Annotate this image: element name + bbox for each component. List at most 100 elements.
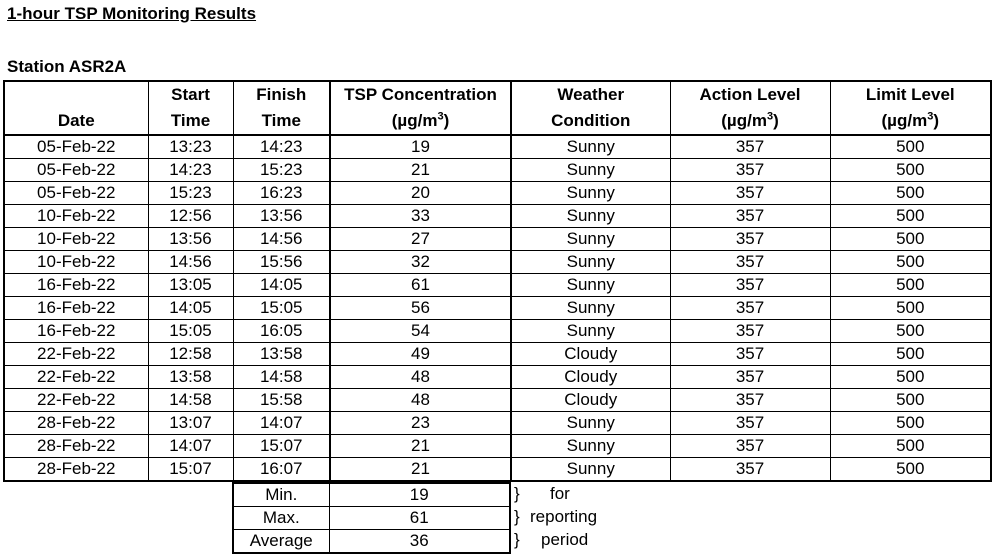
start-time-cell: 13:56 <box>147 227 234 251</box>
limit-level-cell: 500 <box>829 388 992 412</box>
tsp-cell: 19 <box>329 134 512 159</box>
action-level-cell: 357 <box>669 273 831 297</box>
table-header-row: Date Start Time Finish Time TSP Concentrat… <box>3 80 992 136</box>
tsp-cell: 23 <box>329 411 512 435</box>
header-weather-condition: Weather Condition <box>510 80 671 136</box>
date-cell: 05-Feb-22 <box>3 134 149 159</box>
table-row: 05-Feb-22 14:23 15:23 21 Sunny 357 500 <box>3 158 992 182</box>
action-level-cell: 357 <box>669 250 831 274</box>
date-cell: 10-Feb-22 <box>3 227 149 251</box>
table-row: 22-Feb-22 12:58 13:58 49 Cloudy 357 500 <box>3 342 992 366</box>
weather-cell: Sunny <box>510 227 671 251</box>
finish-time-cell: 13:58 <box>232 342 331 366</box>
date-cell: 10-Feb-22 <box>3 250 149 274</box>
weather-cell: Sunny <box>510 204 671 228</box>
date-cell: 16-Feb-22 <box>3 273 149 297</box>
action-level-cell: 357 <box>669 434 831 458</box>
header-tsp-concentration: TSP Concentration (µg/m3) <box>329 80 512 136</box>
weather-cell: Sunny <box>510 250 671 274</box>
summary-value: 19 <box>328 482 511 507</box>
start-time-cell: 14:58 <box>147 388 234 412</box>
start-time-cell: 13:23 <box>147 134 234 159</box>
summary-row-max: Max. 61 <box>232 506 511 530</box>
table-row: 10-Feb-22 13:56 14:56 27 Sunny 357 500 <box>3 227 992 251</box>
tsp-cell: 54 <box>329 319 512 343</box>
limit-level-cell: 500 <box>829 319 992 343</box>
weather-cell: Sunny <box>510 273 671 297</box>
summary-value: 36 <box>328 529 511 554</box>
finish-time-cell: 13:56 <box>232 204 331 228</box>
date-cell: 22-Feb-22 <box>3 388 149 412</box>
summary-note-period: period <box>541 530 589 549</box>
finish-time-cell: 15:23 <box>232 158 331 182</box>
header-limit-level: Limit Level (µg/m3) <box>829 80 992 136</box>
table-row: 22-Feb-22 13:58 14:58 48 Cloudy 357 500 <box>3 365 992 389</box>
weather-cell: Sunny <box>510 434 671 458</box>
brace-mark: } <box>514 484 520 503</box>
date-cell: 10-Feb-22 <box>3 204 149 228</box>
action-level-cell: 357 <box>669 319 831 343</box>
finish-time-cell: 14:23 <box>232 134 331 159</box>
action-level-cell: 357 <box>669 365 831 389</box>
start-time-cell: 15:07 <box>147 457 234 482</box>
date-cell: 05-Feb-22 <box>3 181 149 205</box>
limit-level-cell: 500 <box>829 250 992 274</box>
limit-level-cell: 500 <box>829 158 992 182</box>
weather-cell: Sunny <box>510 181 671 205</box>
date-cell: 05-Feb-22 <box>3 158 149 182</box>
summary-note-for: for <box>550 484 570 503</box>
action-level-cell: 357 <box>669 181 831 205</box>
start-time-cell: 12:58 <box>147 342 234 366</box>
weather-cell: Sunny <box>510 411 671 435</box>
finish-time-cell: 15:56 <box>232 250 331 274</box>
start-time-cell: 12:56 <box>147 204 234 228</box>
date-cell: 22-Feb-22 <box>3 365 149 389</box>
tsp-cell: 48 <box>329 365 512 389</box>
limit-level-cell: 500 <box>829 457 992 482</box>
summary-value: 61 <box>328 506 511 530</box>
start-time-cell: 14:05 <box>147 296 234 320</box>
limit-level-cell: 500 <box>829 411 992 435</box>
date-cell: 28-Feb-22 <box>3 434 149 458</box>
finish-time-cell: 14:58 <box>232 365 331 389</box>
table-row: 10-Feb-22 12:56 13:56 33 Sunny 357 500 <box>3 204 992 228</box>
start-time-cell: 13:05 <box>147 273 234 297</box>
weather-cell: Sunny <box>510 296 671 320</box>
action-level-cell: 357 <box>669 227 831 251</box>
tsp-cell: 20 <box>329 181 512 205</box>
weather-cell: Sunny <box>510 457 671 482</box>
summary-label: Max. <box>232 506 330 530</box>
action-level-cell: 357 <box>669 342 831 366</box>
tsp-cell: 48 <box>329 388 512 412</box>
tsp-cell: 27 <box>329 227 512 251</box>
table-row: 10-Feb-22 14:56 15:56 32 Sunny 357 500 <box>3 250 992 274</box>
limit-level-cell: 500 <box>829 227 992 251</box>
limit-level-cell: 500 <box>829 204 992 228</box>
table-row: 05-Feb-22 15:23 16:23 20 Sunny 357 500 <box>3 181 992 205</box>
finish-time-cell: 15:58 <box>232 388 331 412</box>
start-time-cell: 15:23 <box>147 181 234 205</box>
action-level-cell: 357 <box>669 134 831 159</box>
header-finish-time: Finish Time <box>232 80 331 136</box>
table-row: 16-Feb-22 14:05 15:05 56 Sunny 357 500 <box>3 296 992 320</box>
station-label: Station ASR2A <box>7 57 127 76</box>
summary-row-min: Min. 19 <box>232 482 511 507</box>
finish-time-cell: 16:07 <box>232 457 331 482</box>
start-time-cell: 15:05 <box>147 319 234 343</box>
table-row: 16-Feb-22 13:05 14:05 61 Sunny 357 500 <box>3 273 992 297</box>
date-cell: 22-Feb-22 <box>3 342 149 366</box>
tsp-cell: 21 <box>329 158 512 182</box>
finish-time-cell: 16:23 <box>232 181 331 205</box>
summary-row-average: Average 36 <box>232 529 511 554</box>
date-cell: 16-Feb-22 <box>3 319 149 343</box>
tsp-cell: 21 <box>329 434 512 458</box>
tsp-cell: 56 <box>329 296 512 320</box>
limit-level-cell: 500 <box>829 296 992 320</box>
weather-cell: Cloudy <box>510 388 671 412</box>
finish-time-cell: 15:07 <box>232 434 331 458</box>
table-row: 22-Feb-22 14:58 15:58 48 Cloudy 357 500 <box>3 388 992 412</box>
date-cell: 28-Feb-22 <box>3 457 149 482</box>
tsp-cell: 61 <box>329 273 512 297</box>
action-level-cell: 357 <box>669 204 831 228</box>
weather-cell: Cloudy <box>510 365 671 389</box>
